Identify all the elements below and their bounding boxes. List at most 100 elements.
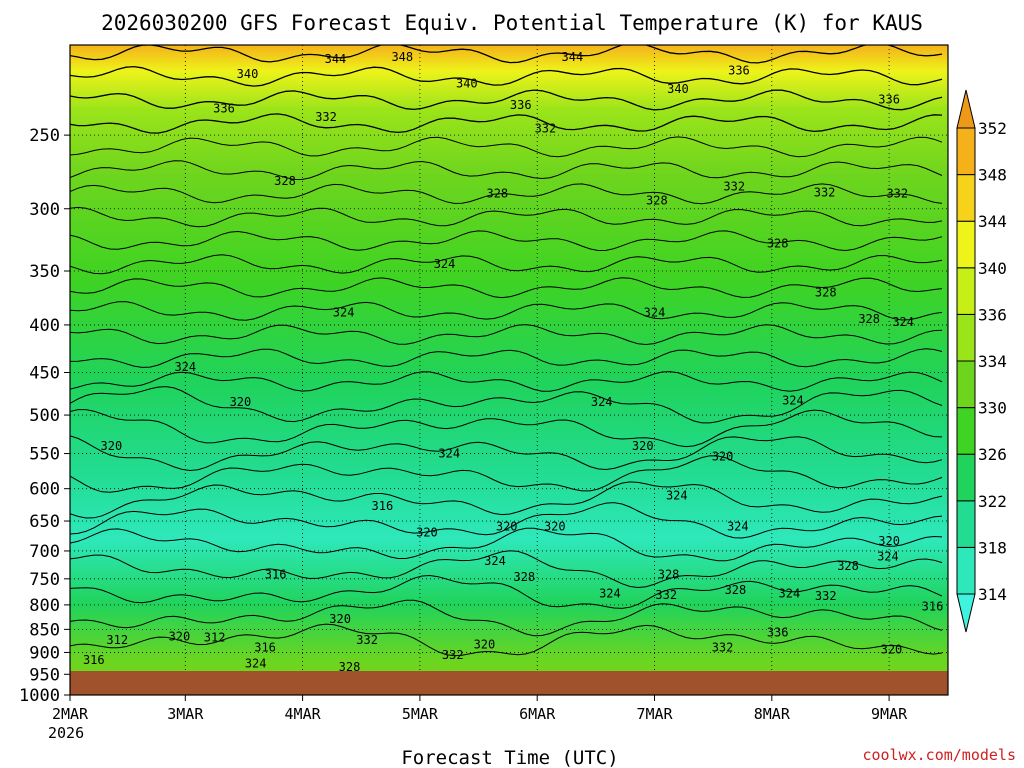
- colorbar-swatch: [956, 360, 976, 409]
- contour-label: 336: [728, 63, 750, 77]
- contour-label: 348: [391, 50, 413, 64]
- contour-label: 312: [106, 633, 128, 647]
- y-tick-label: 650: [29, 512, 60, 532]
- contour-label: 328: [725, 583, 747, 597]
- colorbar-swatch: [956, 546, 976, 595]
- colorbar-swatch: [956, 453, 976, 502]
- contour-label: 328: [274, 174, 296, 188]
- contour-label: 324: [779, 587, 801, 601]
- colorbar-label: 352: [978, 119, 1007, 138]
- contour-line: [70, 435, 943, 472]
- contour-label: 320: [881, 643, 903, 657]
- contour-label: 320: [230, 395, 252, 409]
- contour-line: [70, 89, 943, 111]
- y-tick-label: 750: [29, 570, 60, 590]
- contour-label: 324: [245, 657, 267, 671]
- contour-label: 332: [712, 640, 734, 654]
- contour-label: 328: [837, 559, 859, 573]
- contour-line: [70, 230, 943, 252]
- contour-line: [70, 502, 943, 539]
- contour-line: [70, 455, 943, 493]
- contour-line: [70, 623, 943, 657]
- colorbar-swatch: [956, 313, 976, 362]
- colorbar-extend-bottom: [956, 593, 976, 633]
- x-tick-label: 7MAR: [636, 705, 673, 723]
- contour-label: 336: [510, 98, 532, 112]
- y-tick-label: 800: [29, 596, 60, 616]
- colorbar-extend-top: [956, 89, 976, 129]
- contour-label: 332: [315, 110, 337, 124]
- contour-label: 324: [666, 488, 688, 502]
- contour-line: [70, 136, 943, 158]
- plot-frame: [69, 44, 949, 696]
- contour-label: 332: [655, 588, 677, 602]
- contour-label: 324: [892, 315, 914, 329]
- colorbar-swatch: [956, 267, 976, 315]
- y-tick-label: 950: [29, 665, 60, 685]
- contour-line: [70, 371, 943, 392]
- contour-label: 332: [356, 633, 378, 647]
- colorbar-swatch: [956, 174, 976, 222]
- colorbar-label: 344: [978, 212, 1007, 231]
- contour-label: 320: [496, 520, 518, 534]
- y-tick-label: 700: [29, 542, 60, 562]
- contour-label: 320: [544, 520, 566, 534]
- y-tick-label: 250: [29, 126, 60, 146]
- contour-label: 320: [632, 439, 654, 453]
- x-tick-label: 4MAR: [285, 705, 322, 723]
- contour-line: [70, 45, 943, 64]
- colorbar-label: 336: [978, 305, 1007, 324]
- x-tick-label: 2MAR: [52, 705, 89, 723]
- contour-label: 328: [486, 187, 508, 201]
- colorbar-label: 314: [978, 585, 1007, 604]
- y-axis-ticks: 250 300 350 400 450 500 550 600 650 700 750 800 850 9…: [19, 126, 70, 706]
- y-tick-label: 850: [29, 620, 60, 640]
- contour-line: [70, 599, 943, 637]
- x-axis-year: 2026: [48, 724, 84, 742]
- colorbar-swatch: [956, 500, 976, 548]
- contour-label: 328: [513, 570, 535, 584]
- x-tick-label: 5MAR: [402, 705, 439, 723]
- colorbar-swatch: [956, 407, 976, 455]
- contour-label: 324: [599, 587, 621, 601]
- contour-label: 324: [333, 306, 355, 320]
- contour-label: 320: [416, 526, 438, 540]
- contour-line: [70, 481, 943, 519]
- x-tick-label: 8MAR: [754, 705, 791, 723]
- contour-label: 344: [562, 50, 584, 64]
- contour-line: [70, 65, 943, 87]
- contour-line: [70, 254, 943, 275]
- ground-surface: [70, 671, 948, 695]
- contour-label: 316: [265, 567, 287, 581]
- contour-line: [70, 324, 943, 346]
- colorbar-label: 330: [978, 399, 1007, 418]
- contour-label: 328: [658, 567, 680, 581]
- colorbar-label: 348: [978, 166, 1007, 185]
- contour-line: [70, 386, 943, 424]
- contour-label: 336: [878, 93, 900, 107]
- contour-line: [70, 527, 943, 562]
- contour-label: 324: [727, 520, 749, 534]
- contour-label: 332: [535, 122, 557, 136]
- contour-line: [70, 160, 943, 181]
- contour-label: 328: [858, 312, 880, 326]
- x-tick-label: 9MAR: [871, 705, 908, 723]
- contour-label: 344: [325, 52, 347, 66]
- contour-label: 340: [667, 82, 689, 96]
- contour-label: 316: [83, 653, 105, 667]
- contour-line: [70, 113, 943, 134]
- colorbar-label: 326: [978, 445, 1007, 464]
- contour-label: 340: [237, 67, 259, 81]
- y-tick-label: 350: [29, 262, 60, 282]
- contour-line: [70, 277, 943, 299]
- x-tick-label: 6MAR: [519, 705, 556, 723]
- contour-line: [70, 574, 943, 609]
- contour-lines: [70, 45, 943, 657]
- contour-label: 324: [484, 554, 506, 568]
- contour-line: [70, 183, 943, 205]
- colorbar-swatch: [956, 220, 976, 269]
- x-axis-label: Forecast Time (UTC): [401, 747, 618, 768]
- contour-label: 328: [767, 237, 789, 251]
